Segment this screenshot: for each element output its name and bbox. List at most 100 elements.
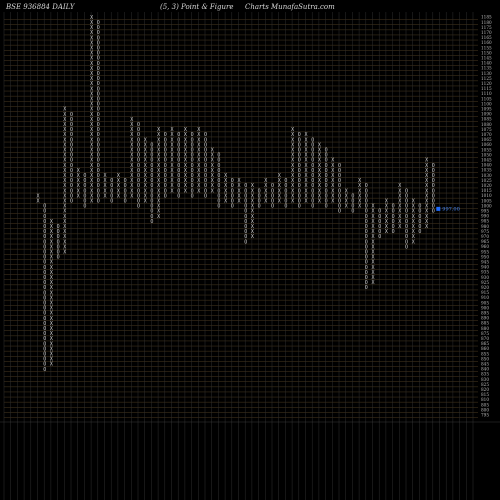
pf-x-mark: X [412,229,415,235]
pf-x-mark: X [398,224,401,230]
pf-o-mark: O [311,158,314,164]
pf-x-mark: X [157,127,160,133]
pf-o-mark: O [432,204,435,210]
pf-x-mark: X [318,199,321,205]
pf-o-mark: O [418,214,421,220]
pf-o-mark: O [150,209,153,215]
pf-x-mark: X [197,188,200,194]
pf-o-mark: O [137,163,140,169]
pf-o-mark: O [150,142,153,148]
pf-x-mark: X [291,173,294,179]
pf-x-mark: X [90,132,93,138]
pf-x-mark: X [90,61,93,67]
pf-o-mark: O [191,193,194,199]
pf-x-mark: X [50,316,53,322]
pf-x-mark: X [331,199,334,205]
pf-x-mark: X [304,168,307,174]
pf-o-mark: O [97,61,100,67]
y-tick-label: 1080 [481,122,492,127]
pf-o-mark: O [365,275,368,281]
pf-x-mark: X [371,244,374,250]
pf-o-mark: O [298,204,301,210]
pf-x-mark: X [90,81,93,87]
pf-o-mark: O [124,188,127,194]
pf-x-mark: X [291,178,294,184]
pf-o-mark: O [97,173,100,179]
pf-o-mark: O [284,204,287,210]
pf-x-mark: X [90,142,93,148]
pf-x-mark: X [157,168,160,174]
pf-o-mark: O [150,214,153,220]
pf-x-mark: X [144,173,147,179]
pf-o-mark: O [365,199,368,205]
pf-o-mark: O [70,137,73,143]
pf-x-mark: X [251,229,254,235]
y-tick-label: 845 [481,362,489,367]
pf-x-mark: X [36,193,39,199]
pf-o-mark: O [43,244,46,250]
pf-o-mark: O [378,234,381,240]
pf-x-mark: X [318,142,321,148]
pf-o-mark: O [298,178,301,184]
pf-o-mark: O [43,250,46,256]
pf-x-mark: X [117,188,120,194]
pf-x-mark: X [425,219,428,225]
pf-o-mark: O [418,219,421,225]
pf-x-mark: X [157,188,160,194]
pf-o-mark: O [217,178,220,184]
pf-x-mark: X [425,199,428,205]
pf-x-mark: X [63,127,66,133]
pf-x-mark: X [425,163,428,169]
pf-o-mark: O [204,153,207,159]
pf-o-mark: O [298,199,301,205]
pf-x-mark: X [371,275,374,281]
pf-x-mark: X [412,214,415,220]
pf-x-mark: X [291,183,294,189]
pf-o-mark: O [325,199,328,205]
pf-o-mark: O [405,209,408,215]
pf-o-mark: O [57,229,60,235]
pf-o-mark: O [177,148,180,154]
pf-o-mark: O [43,336,46,342]
pf-o-mark: O [338,188,341,194]
pf-x-mark: X [144,137,147,143]
pf-x-mark: X [157,214,160,220]
pf-o-mark: O [191,158,194,164]
pf-x-mark: X [130,163,133,169]
pf-o-mark: O [97,122,100,128]
pf-o-mark: O [150,188,153,194]
pf-o-mark: O [177,188,180,194]
pf-o-mark: O [150,153,153,159]
pf-o-mark: O [43,331,46,337]
pf-x-mark: X [371,270,374,276]
pf-o-mark: O [405,229,408,235]
pf-o-mark: O [378,219,381,225]
pf-x-mark: X [130,132,133,138]
y-tick-label: 1175 [481,25,492,30]
pf-x-mark: X [184,153,187,159]
pf-o-mark: O [298,193,301,199]
pf-x-mark: X [90,20,93,26]
pf-o-mark: O [418,204,421,210]
pf-x-mark: X [63,173,66,179]
pf-x-mark: X [385,219,388,225]
pf-x-mark: X [50,290,53,296]
pf-x-mark: X [90,25,93,31]
pf-x-mark: X [371,255,374,261]
pf-x-mark: X [211,153,214,159]
pf-x-mark: X [144,183,147,189]
pf-o-mark: O [405,224,408,230]
pf-o-mark: O [392,219,395,225]
pf-o-mark: O [43,295,46,301]
pf-x-mark: X [278,183,281,189]
pf-o-mark: O [137,199,140,205]
pf-o-mark: O [43,275,46,281]
pf-x-mark: X [90,97,93,103]
pf-x-mark: X [50,265,53,271]
pf-o-mark: O [164,137,167,143]
pf-o-mark: O [137,188,140,194]
pf-x-mark: X [157,153,160,159]
pf-o-mark: O [150,173,153,179]
pf-o-mark: O [338,168,341,174]
pf-o-mark: O [164,168,167,174]
